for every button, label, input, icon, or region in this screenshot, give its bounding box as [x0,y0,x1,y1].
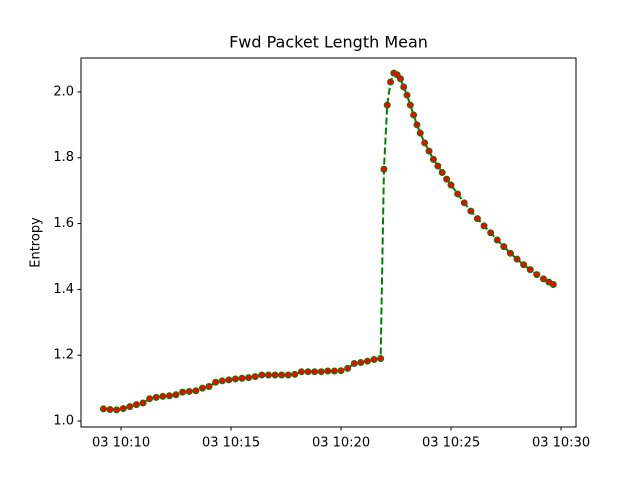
data-point [278,371,286,379]
data-point [487,229,495,237]
data-point [434,162,442,170]
data-point [324,367,332,375]
x-tick-label: 03 10:20 [312,436,370,451]
data-point [311,368,319,376]
data-point [383,101,391,109]
plot-frame [80,57,577,428]
data-point [330,367,338,375]
data-point [218,377,226,385]
y-tick-label: 1.2 [53,348,74,363]
data-point [231,375,239,383]
data-point [198,384,206,392]
data-point [159,392,167,400]
data-point [520,261,528,269]
data-point [403,91,411,99]
data-point [297,368,305,376]
x-tick-label: 03 10:25 [422,436,480,451]
y-tick-label: 1.8 [53,150,74,165]
data-point [291,370,299,378]
data-point [212,378,220,386]
data-point [506,249,514,257]
data-point [410,111,418,119]
data-point [245,374,253,382]
data-point [317,368,325,376]
data-point [271,371,279,379]
x-tick-label: 03 10:30 [532,436,590,451]
data-point [284,371,292,379]
data-point [304,368,312,376]
data-point [539,275,547,283]
y-tick-label: 2.0 [53,84,74,99]
data-point [526,266,534,274]
data-point [113,406,121,414]
data-point [370,356,378,364]
data-point [225,376,233,384]
data-point [443,175,451,183]
data-point [238,374,246,382]
data-point [126,403,134,411]
data-point [344,364,352,372]
data-line [103,71,554,411]
data-point [549,280,557,288]
data-point [380,165,388,173]
data-point [421,139,429,147]
x-tick-label: 03 10:10 [92,436,150,451]
data-point [377,355,385,363]
data-point [139,399,147,407]
data-point [467,207,475,215]
data-point [513,255,521,263]
data-point [337,367,345,375]
data-point [500,243,508,251]
y-tick-label: 1.6 [53,216,74,231]
data-point [425,147,433,155]
data-point [480,222,488,230]
data-point [99,405,107,413]
data-point [119,405,127,413]
data-point [205,383,213,391]
data-point [400,83,408,91]
data-point [406,101,414,109]
data-point [264,371,272,379]
data-point [438,169,446,177]
data-point [192,387,200,395]
data-point [132,401,140,409]
y-tick-label: 1.4 [53,282,74,297]
data-point [146,395,154,403]
data-point [357,358,365,366]
data-point [416,129,424,137]
data-point [413,121,421,129]
data-point [493,236,501,244]
data-point [396,75,404,83]
x-tick-label: 03 10:15 [202,436,260,451]
y-tick-label: 1.0 [53,414,74,429]
data-point [447,181,455,189]
data-point [454,190,462,198]
data-point [185,387,193,395]
data-point [363,357,371,365]
data-point [152,393,160,401]
data-point [429,155,437,163]
data-point [251,373,259,381]
data-point [387,78,395,86]
data-point [460,199,468,207]
data-point [179,388,187,396]
chart-title: Fwd Packet Length Mean [229,33,428,52]
data-point [473,215,481,223]
data-point [106,406,114,414]
data-point [533,271,541,279]
data-point [172,391,180,399]
data-point [165,392,173,400]
data-point [258,371,266,379]
data-point [350,359,358,367]
y-axis-label: Entropy [29,217,44,268]
